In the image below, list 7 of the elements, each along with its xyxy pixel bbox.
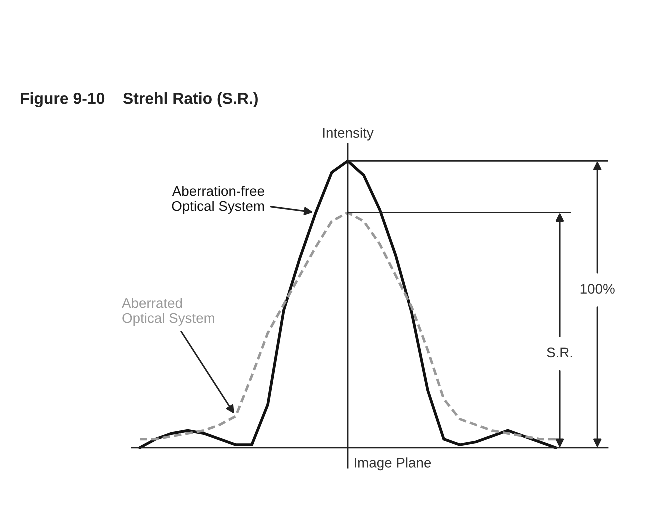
x-axis-title: Image Plane (354, 458, 432, 471)
y-axis-title: Intensity (323, 128, 374, 141)
text: Aberration-free Optical System (172, 186, 264, 214)
text: 100% (580, 284, 615, 294)
text: Aberrated Optical System (122, 298, 214, 326)
annotation: S.R. (547, 348, 572, 358)
chart-title: Figure 9-10 Strehl Ratio (S.R.) (21, 92, 258, 108)
